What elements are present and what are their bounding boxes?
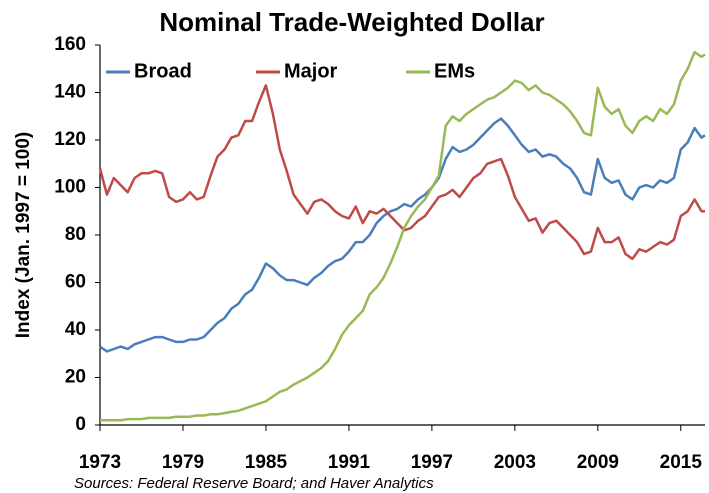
x-tick-label: 1973 [79, 452, 121, 473]
x-tick-label: 1991 [328, 452, 371, 473]
series-line [99, 117, 706, 353]
x-tick-label: 2009 [577, 452, 619, 473]
x-tick-label: 1997 [411, 452, 453, 473]
y-tick-label: 20 [65, 367, 86, 388]
legend-label: Broad [134, 60, 192, 82]
y-tick-label: 0 [75, 414, 86, 435]
y-tick-label: 80 [65, 224, 86, 245]
y-tick-label: 160 [54, 34, 86, 55]
y-tick-label: 40 [65, 319, 86, 340]
source-note: Sources: Federal Reserve Board; and Have… [74, 475, 434, 492]
y-tick-label: 140 [54, 82, 86, 103]
chart-title: Nominal Trade-Weighted Dollar [159, 7, 544, 37]
legend-label: Major [284, 60, 338, 82]
legend-label: EMs [434, 60, 475, 82]
y-tick-label: 120 [54, 129, 86, 150]
x-tick-label: 2015 [660, 452, 703, 473]
series-line [100, 50, 706, 422]
x-tick-label: 1985 [245, 452, 288, 473]
x-tick-label: 1979 [162, 452, 204, 473]
y-tick-label: 100 [54, 177, 86, 198]
y-tick-label: 60 [65, 272, 86, 293]
y-axis-label: Index (Jan. 1997 = 100) [13, 132, 34, 338]
x-tick-label: 2003 [494, 452, 536, 473]
